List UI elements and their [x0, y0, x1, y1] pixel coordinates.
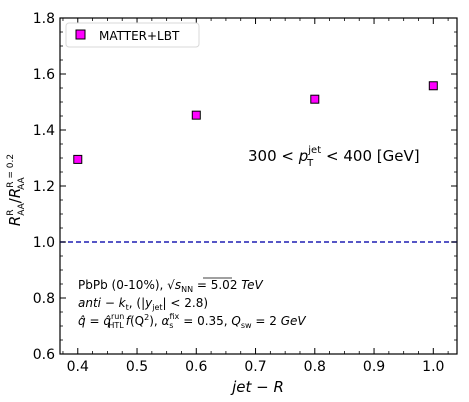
y-axis-label: RRAA/RR = 0.2AA [6, 154, 27, 226]
data-point-2 [310, 94, 320, 104]
data-point-0 [73, 154, 83, 164]
collision-info: PbPb (0-10%), √sNN = 5.02 TeV [78, 278, 263, 294]
x-tick-label: 0.4 [67, 359, 89, 375]
y-tick-label: 0.8 [33, 291, 55, 307]
y-tick-label: 1.2 [33, 179, 55, 195]
model-parameters: q̂ = q̂run HTL f(Q2), αfix s = 0.35, Qsw = … [78, 312, 306, 330]
x-tick-label: 0.6 [185, 359, 207, 375]
tick-labels: 0.4 0.5 0.6 0.7 0.8 0.9 1.0 0.6 0.8 1.0 1.2 1.4 1.6 1… [33, 11, 445, 375]
legend: MATTER+LBT [65, 22, 200, 48]
legend-marker-matter-lbt [75, 29, 86, 40]
y-tick-label: 1.6 [33, 67, 55, 83]
svg-text:RRAA/RR = 0.2AA: RRAA/RR = 0.2AA [6, 154, 27, 226]
data-point-3 [428, 81, 438, 91]
y-tick-label: 1.8 [33, 11, 55, 27]
x-axis-label: jet − R [230, 378, 284, 396]
algorithm-info: anti − kt, (|yjet| < 2.8) [78, 296, 208, 312]
x-tick-label: 0.8 [304, 359, 326, 375]
y-tick-label: 1.4 [33, 123, 55, 139]
legend-box [65, 22, 200, 48]
x-tick-label: 0.7 [244, 359, 266, 375]
y-tick-label: 1.0 [33, 235, 55, 251]
legend-label: MATTER+LBT [99, 29, 180, 43]
x-tick-label: 0.5 [126, 359, 148, 375]
y-tick-label: 0.6 [33, 347, 55, 363]
pt-cut-annotation: 300 < pjet T < 400 [GeV] [248, 145, 420, 169]
data-point-1 [191, 110, 201, 120]
x-tick-label: 1.0 [422, 359, 444, 375]
axis-ticks [60, 17, 457, 355]
data-markers [73, 81, 438, 164]
x-tick-label: 0.9 [363, 359, 385, 375]
